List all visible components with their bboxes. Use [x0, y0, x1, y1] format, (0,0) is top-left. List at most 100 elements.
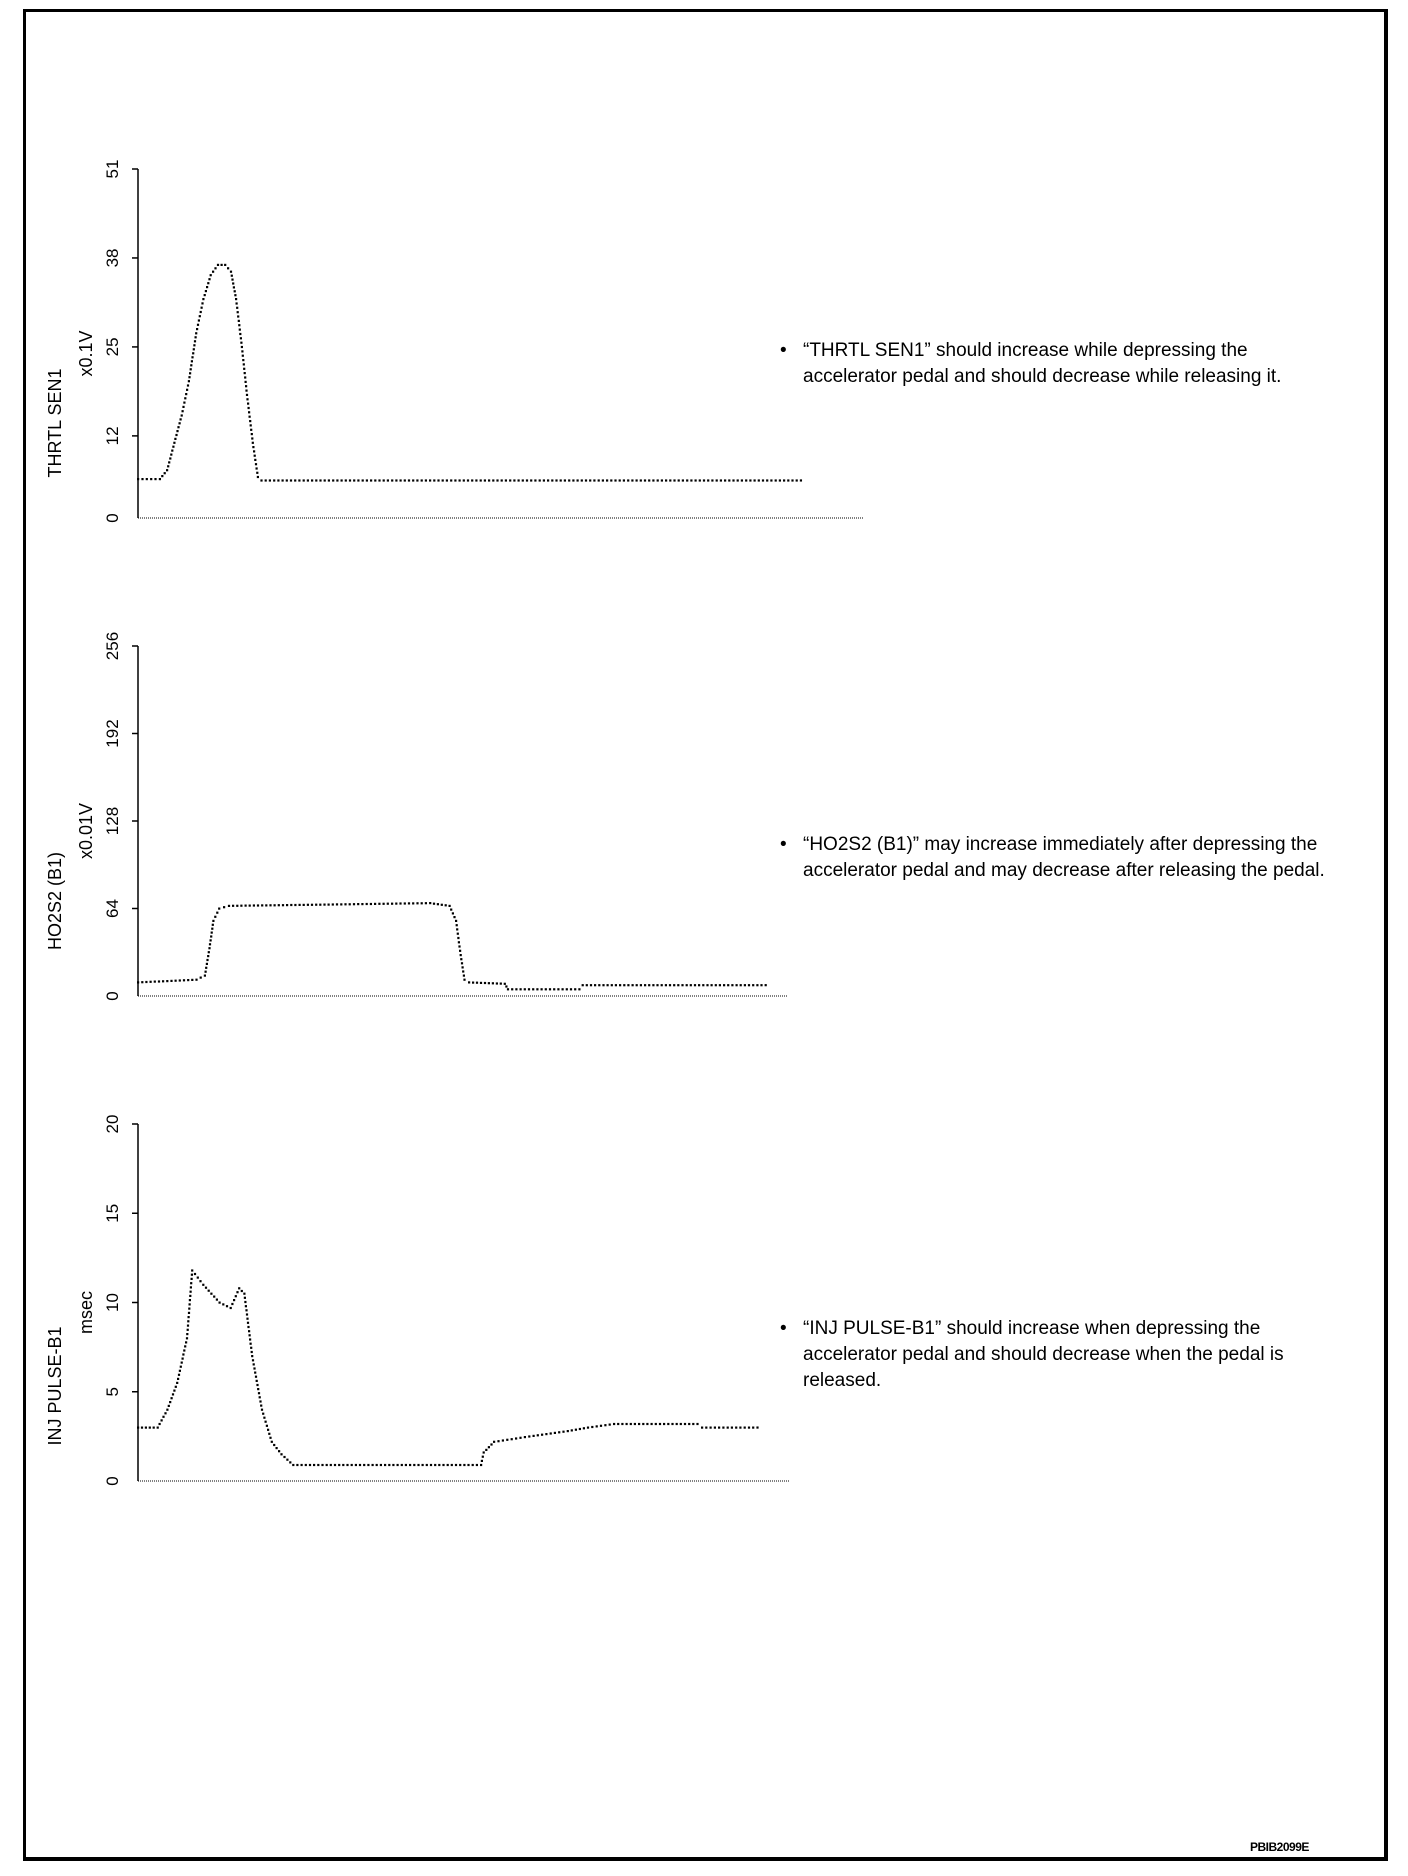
data-point: [327, 479, 330, 482]
data-point: [527, 988, 531, 991]
data-point: [629, 1422, 632, 1426]
data-point: [195, 332, 198, 335]
data-point: [446, 1463, 449, 1467]
data-point: [471, 1463, 474, 1467]
data-point: [253, 450, 256, 453]
data-point: [656, 984, 659, 987]
data-point: [756, 1426, 759, 1429]
data-point: [289, 1461, 292, 1464]
data-point: [613, 1422, 616, 1426]
data-point: [463, 1463, 466, 1467]
data-point: [617, 1422, 620, 1426]
data-point: [694, 479, 697, 482]
data-point: [189, 1290, 192, 1293]
data-point: [260, 1408, 264, 1411]
data-point: [468, 981, 471, 984]
data-point: [581, 984, 584, 987]
data-point: [208, 278, 211, 281]
data-point: [211, 927, 214, 930]
data-point: [302, 903, 305, 906]
data-point: [459, 954, 462, 957]
data-point: [664, 984, 667, 987]
data-point: [181, 410, 184, 413]
data-point: [192, 352, 195, 355]
data-point: [483, 479, 486, 482]
data-point: [218, 1301, 221, 1304]
data-point: [663, 1422, 666, 1426]
data-point: [230, 274, 233, 277]
data-point: [561, 988, 564, 991]
data-point: [317, 1463, 320, 1467]
data-point: [416, 479, 419, 482]
data-point: [185, 393, 188, 396]
figure-frame: [23, 9, 1388, 1861]
data-point: [190, 364, 193, 367]
data-point: [548, 988, 552, 991]
data-point: [591, 1425, 594, 1429]
data-point: [189, 1294, 192, 1297]
data-point: [420, 479, 423, 482]
data-point: [688, 1422, 691, 1426]
data-point: [255, 1379, 258, 1382]
y-axis-title: INJ PULSE-B1: [45, 1326, 65, 1445]
y-tick-label: 64: [103, 899, 122, 918]
data-point: [403, 902, 406, 905]
data-point: [500, 479, 503, 482]
data-point: [671, 1422, 674, 1426]
data-point: [504, 479, 507, 482]
data-point: [241, 354, 244, 357]
data-point: [336, 479, 339, 482]
y-tick-label: 10: [103, 1293, 122, 1312]
data-point: [493, 1440, 496, 1443]
data-point: [471, 479, 474, 482]
data-point: [675, 1422, 678, 1426]
data-point: [340, 903, 343, 906]
y-tick-label: 256: [103, 632, 122, 660]
data-point: [361, 903, 364, 906]
data-point: [627, 479, 630, 482]
data-point: [719, 479, 722, 482]
data-point: [479, 981, 483, 984]
data-point: [169, 1401, 172, 1404]
data-point: [565, 988, 568, 991]
data-point: [251, 1355, 254, 1358]
data-point: [442, 1463, 445, 1467]
data-point: [369, 902, 372, 906]
data-point: [246, 1317, 249, 1320]
data-point: [176, 430, 179, 433]
data-point: [574, 988, 577, 991]
data-point: [693, 984, 697, 987]
data-point: [384, 1463, 387, 1467]
data-point: [536, 1434, 539, 1437]
data-point: [710, 984, 713, 987]
data-point: [799, 479, 803, 482]
data-point: [472, 981, 475, 984]
data-point: [606, 479, 609, 482]
data-point: [205, 962, 208, 965]
data-point: [525, 479, 529, 482]
data-point: [319, 903, 322, 906]
data-point: [335, 903, 339, 906]
data-point: [306, 479, 309, 482]
data-point: [753, 479, 756, 482]
data-point: [584, 479, 588, 482]
data-point: [686, 479, 689, 482]
data-point: [363, 1463, 366, 1467]
data-point: [425, 1463, 428, 1467]
data-point: [222, 1303, 225, 1306]
data-point: [277, 479, 280, 482]
data-point: [448, 904, 451, 907]
data-point: [459, 1463, 462, 1467]
data-point: [331, 903, 334, 906]
data-point: [229, 270, 233, 273]
data-point: [252, 904, 255, 907]
data-point: [196, 1276, 199, 1279]
data-point: [412, 479, 415, 482]
data-point: [437, 479, 440, 482]
data-point: [185, 1337, 189, 1340]
data-point: [506, 988, 510, 991]
data-point: [396, 1463, 399, 1467]
data-point: [253, 454, 256, 457]
data-point: [245, 385, 248, 388]
data-point: [557, 988, 560, 991]
